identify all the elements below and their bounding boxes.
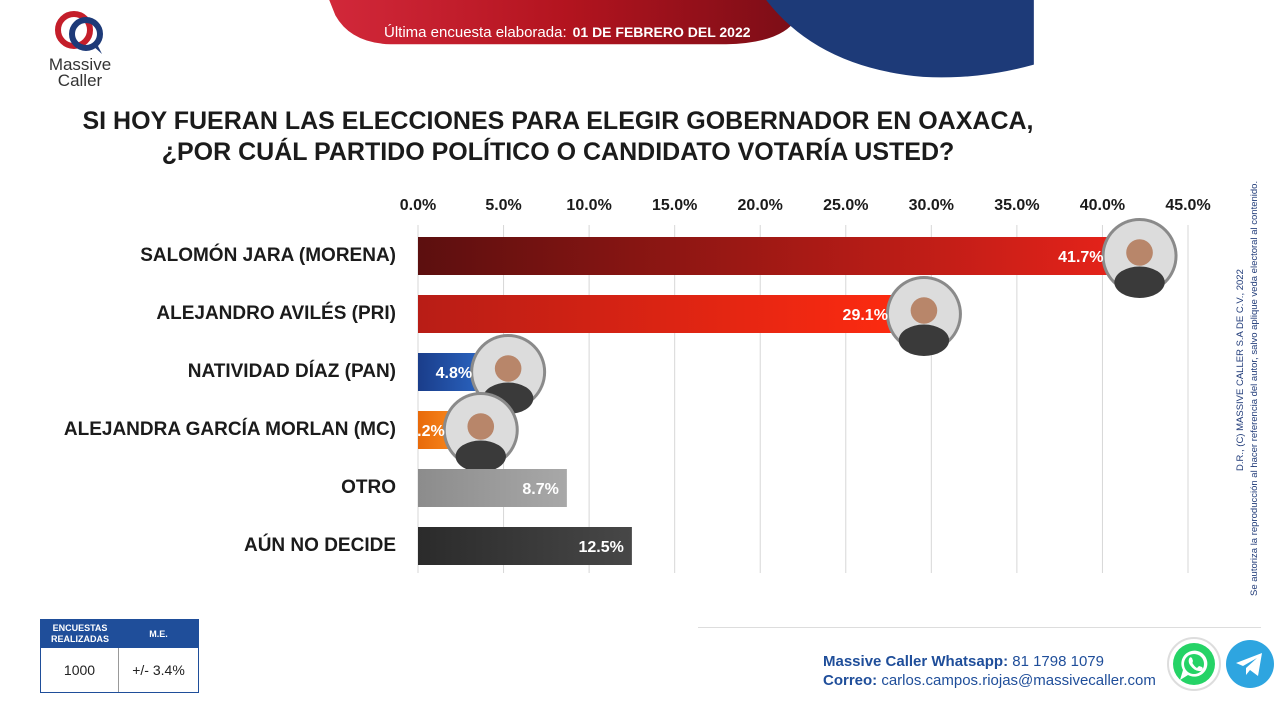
whatsapp-icon[interactable] [1166,636,1222,692]
logo-icon [55,11,103,54]
copyright-note: D.R., (C) MASSIVE CALLER S.A DE C.V., 20… [1235,181,1260,596]
email-address[interactable]: carlos.campos.riojas@massivecaller.com [881,672,1156,689]
header-navy-shape [766,0,1034,78]
category-label: SALOMÓN JARA (MORENA) [140,245,396,266]
x-tick-label: 30.0% [909,197,954,214]
telegram-icon[interactable] [1224,638,1276,690]
whatsapp-label: Massive Caller Whatsapp: [823,653,1009,670]
logo-text-1: Massive [48,55,112,74]
table-cell-surveys: 1000 [41,648,119,692]
category-label: ALEJANDRO AVILÉS (PRI) [156,303,396,324]
careo-label: (CAREO) [1094,2,1159,19]
survey-label: Última encuesta elaborada: [384,24,567,41]
chart-title-line-1: SI HOY FUERAN LAS ELECCIONES PARA ELEGIR… [82,107,1034,135]
bar [418,237,1132,275]
contact-info: Massive Caller Whatsapp: 81 1798 1079 Co… [823,652,1156,690]
category-label: AÚN NO DECIDE [243,535,396,556]
table-header-surveys: ENCUESTAS REALIZADAS [41,620,119,648]
survey-date-line: Última encuesta elaborada: 01 DE FEBRERO … [384,24,751,41]
header-banner [329,0,1034,78]
chart-title: SI HOY FUERAN LAS ELECCIONES PARA ELEGIR… [60,106,1056,168]
candidate-photo-face [467,413,495,440]
survey-date: 01 DE FEBRERO DEL 2022 [572,24,751,40]
region-label: OAXACA [1096,28,1149,42]
table-header-me: M.E. [119,620,198,648]
logo-text-2: Caller [57,71,103,90]
category-label: NATIVIDAD DÍAZ (PAN) [187,361,396,382]
candidate-photo-body [898,324,950,356]
x-tick-label: 10.0% [566,197,611,214]
copyright-line-2: Se autoriza la reproducción al hacer ref… [1249,181,1260,596]
x-tick-label: 20.0% [738,197,783,214]
candidate-photo-body [455,440,506,472]
x-tick-label: 35.0% [994,197,1039,214]
bar-value-label: 12.5% [579,539,624,556]
candidate-photo-face [1126,239,1153,266]
bar-value-label: 29.1% [843,307,888,324]
bar [418,295,916,333]
bar-value-label: 4.8% [436,365,472,382]
x-tick-label: 40.0% [1080,197,1125,214]
table-cell-me: +/- 3.4% [132,662,185,678]
candidate-photo-face [494,355,522,382]
x-tick-label: 15.0% [652,197,697,214]
x-tick-label: 25.0% [823,197,868,214]
x-tick-label: 45.0% [1165,197,1210,214]
bar-value-label: 8.7% [522,481,558,498]
bar [418,527,632,565]
bar-value-label: 41.7% [1058,249,1103,266]
email-label: Correo: [823,672,878,689]
massive-caller-logo: Massive Caller [40,10,120,94]
header-red-shape [329,0,804,45]
bar-chart: 0.0% 5.0% 10.0% 15.0% 20.0% 25.0% 30.0% 35.0% 40… [400,197,1211,573]
category-label: ALEJANDRA GARCÍA MORLAN (MC) [63,419,396,440]
chart-title-line-2: ¿POR CUÁL PARTIDO POLÍTICO O CANDIDATO V… [161,138,955,166]
whatsapp-number[interactable]: 81 1798 1079 [1012,653,1104,670]
stats-table: ENCUESTAS REALIZADAS M.E. 1000 +/- 3.4% [40,619,199,693]
copyright-line-1: D.R., (C) MASSIVE CALLER S.A DE C.V., 20… [1235,269,1246,471]
candidate-photo-body [1114,266,1165,298]
bar-value-label: 3.2% [408,423,444,440]
bar [418,469,567,507]
x-tick-label: 5.0% [485,197,521,214]
category-label: OTRO [341,477,396,498]
candidate-photo-face [910,297,938,324]
footer-divider [698,627,1261,628]
x-tick-label: 0.0% [400,197,436,214]
